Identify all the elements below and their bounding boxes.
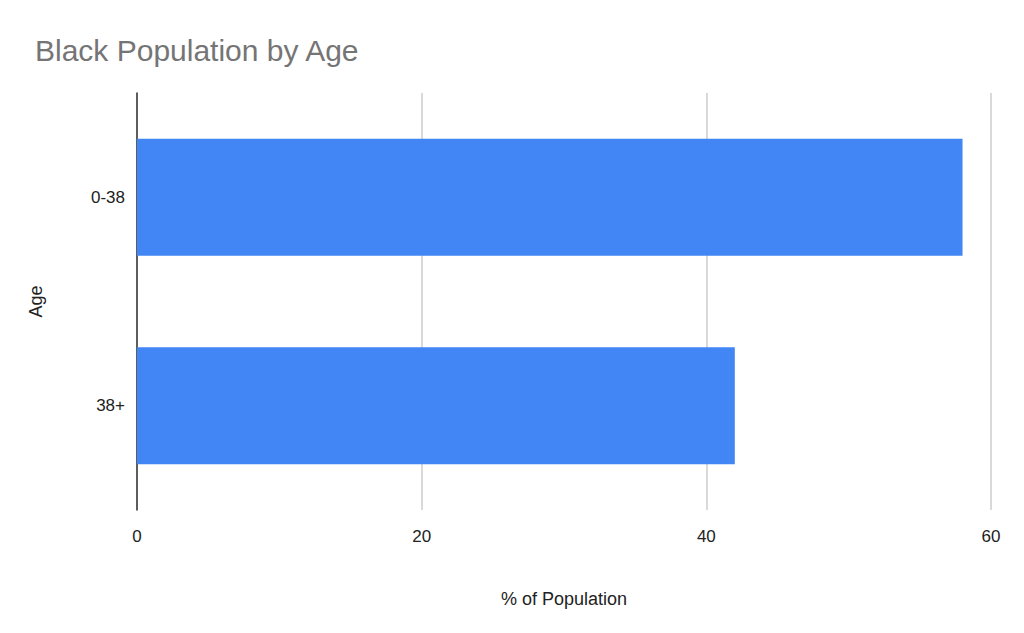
svg-text:38+: 38+ bbox=[96, 396, 125, 415]
svg-text:20: 20 bbox=[412, 527, 431, 546]
svg-text:0: 0 bbox=[132, 527, 141, 546]
svg-text:% of Population: % of Population bbox=[501, 589, 627, 609]
svg-text:60: 60 bbox=[982, 527, 1001, 546]
svg-text:Age: Age bbox=[26, 285, 46, 317]
svg-text:Black Population by Age: Black Population by Age bbox=[35, 34, 359, 67]
svg-text:0-38: 0-38 bbox=[91, 188, 125, 207]
svg-text:40: 40 bbox=[697, 527, 716, 546]
